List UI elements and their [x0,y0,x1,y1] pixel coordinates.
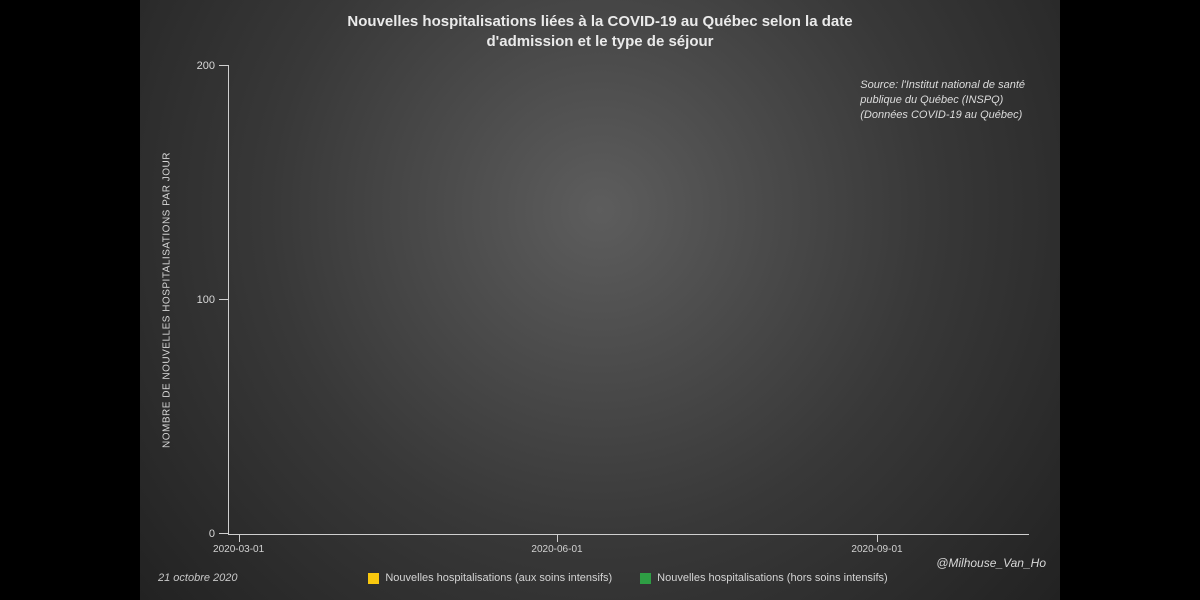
legend-swatch-non-icu [640,573,651,584]
y-tick-label: 200 [197,60,229,72]
chart-title-line1: Nouvelles hospitalisations liées à la CO… [347,13,852,30]
plot-area: NOMBRE DE NOUVELLES HOSPITALISATIONS PAR… [228,66,1029,535]
y-tick-label: 100 [197,294,229,306]
x-tick-label: 2020-03-01 [213,534,264,555]
chart-container: Nouvelles hospitalisations liées à la CO… [140,0,1060,600]
legend-label-non-icu: Nouvelles hospitalisations (hors soins i… [657,572,888,584]
legend-item-icu: Nouvelles hospitalisations (aux soins in… [368,572,612,584]
chart-title: Nouvelles hospitalisations liées à la CO… [140,12,1060,53]
legend: Nouvelles hospitalisations (aux soins in… [228,572,1028,584]
chart-title-line2: d'admission et le type de séjour [487,33,714,50]
legend-item-non-icu: Nouvelles hospitalisations (hors soins i… [640,572,888,584]
author-handle: @Milhouse_Van_Ho [936,556,1046,570]
x-tick-label: 2020-09-01 [851,534,902,555]
legend-swatch-icu [368,573,379,584]
y-axis-title: NOMBRE DE NOUVELLES HOSPITALISATIONS PAR… [162,152,173,448]
bar-series [229,66,1029,534]
footer-date: 21 octobre 2020 [158,572,238,584]
legend-label-icu: Nouvelles hospitalisations (aux soins in… [385,572,612,584]
x-tick-label: 2020-06-01 [531,534,582,555]
